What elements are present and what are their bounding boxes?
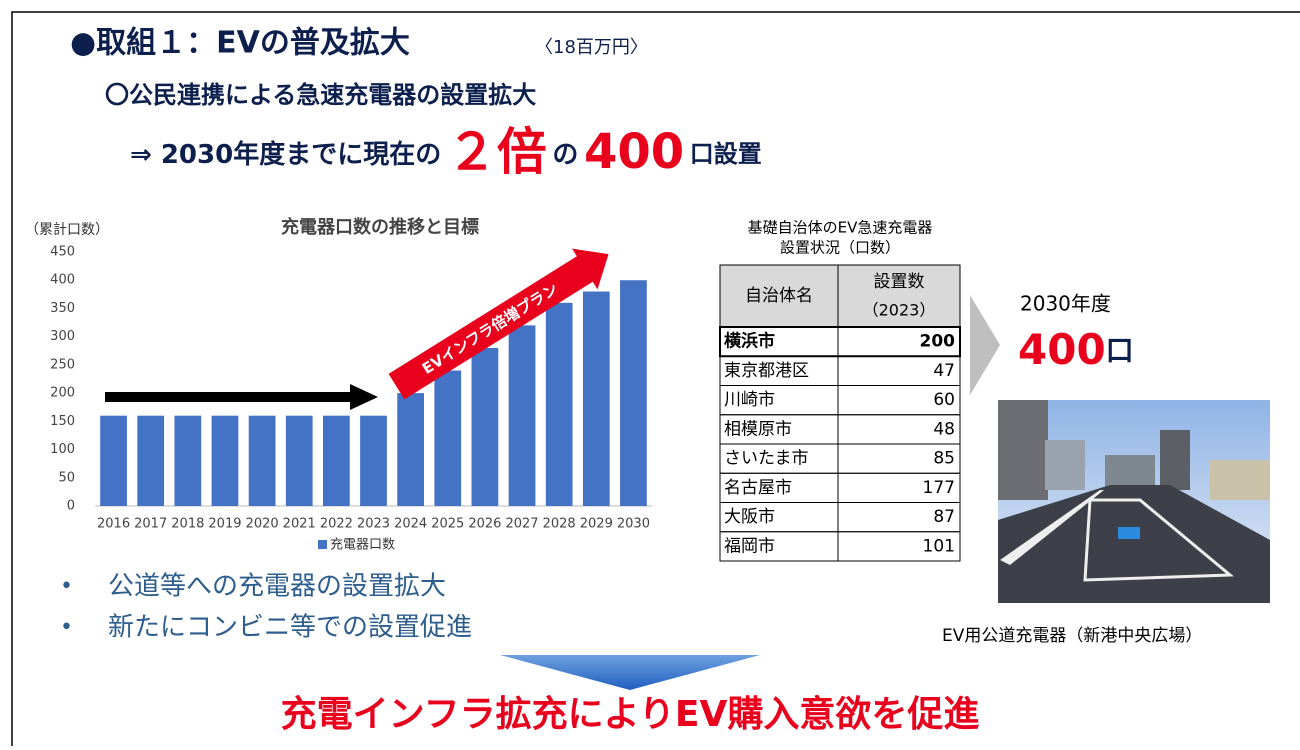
bar [322,415,350,506]
goal-unit: 口 [1106,334,1134,367]
y-tick-label: 250 [50,357,75,372]
y-tick-label: 450 [50,245,75,260]
table: 自治体名 設置数 （2023） 横浜市 200 東京都港区 47 川崎市 60 相模原市 48… [719,264,961,562]
bullet-dot: • [60,574,73,599]
y-tick-label: 0 [67,499,75,514]
y-tick-label: 100 [50,442,75,457]
table-cell: 福岡市 [724,536,775,556]
x-tick-label: 2030 [617,517,650,532]
target-unit: 口設置 [690,140,762,168]
bar [285,415,313,506]
table-cell: 200 [920,332,956,352]
table-header [719,264,961,328]
table-cell: 横浜市 [724,331,775,352]
x-tick-label: 2017 [134,517,167,532]
x-tick-label: 2025 [431,517,464,532]
bullet-dot: • [60,615,73,640]
bar [360,415,387,506]
bar [471,347,499,506]
bar [137,415,165,506]
chart-title: 充電器口数の推移と目標 [281,216,479,238]
x-tick-label: 2026 [468,517,501,532]
rise-arrow-shape [388,248,609,400]
x-tick-label: 2023 [357,517,390,532]
legend-label: 充電器口数 [330,537,395,553]
chevron [970,295,1000,395]
target-particle: の [552,140,578,170]
table-cell: 85 [933,449,955,469]
bar [248,415,276,506]
x-tick-label: 2028 [543,517,576,532]
y-tick-label: 350 [50,301,75,316]
budget: 〈18百万円〉 [535,37,648,58]
goal: 400口 [1018,325,1134,374]
photo [998,400,1270,603]
table-caption: 基礎自治体のEV急速充電器 [748,219,933,237]
y-tick-label: 400 [50,273,75,288]
bar [582,291,610,506]
bar [100,415,127,506]
table-cell: 60 [933,390,955,410]
target-number: 400 [584,124,684,180]
target-lead: ⇒ 2030年度までに現在の [130,139,441,170]
chart: 充電器口数の推移と目標 （累計口数） 0 50 100 150 200 250 300 350… [25,216,652,553]
table-header-cell: 自治体名 [745,286,813,306]
bar [620,280,647,506]
photo-caption: EV用公道充電器（新港中央広場） [942,626,1202,646]
table-cell: 相模原市 [724,419,792,439]
bar [174,415,202,506]
y-axis-label: （累計口数） [25,222,109,238]
bar [545,302,573,506]
down-arrow [500,655,760,690]
bullet: 新たにコンビニ等での設置促進 [108,613,472,643]
table-cell: 名古屋市 [724,478,792,498]
x-tick-label: 2029 [580,517,613,532]
table-row [719,531,961,562]
y-tick-label: 200 [50,386,75,401]
flat-arrow [105,384,378,410]
table-cell: 東京都港区 [724,361,809,381]
x-tick-label: 2018 [171,517,204,532]
y-tick-label: 300 [50,329,75,344]
subtitle: 〇公民連携による急速充電器の設置拡大 [105,81,536,109]
x-tick-label: 2020 [246,517,279,532]
x-tick-label: 2022 [320,517,353,532]
x-tick-label: 2024 [394,517,427,532]
table-cell: 川崎市 [724,390,775,410]
table-header-cell: 設置数 [874,272,925,292]
goal-year: 2030年度 [1020,292,1111,316]
table-cell: 177 [923,478,955,498]
table-caption: 設置状況（口数） [780,239,900,257]
x-tick-label: 2027 [505,517,538,532]
y-tick-label: 150 [50,414,75,429]
x-tick-label: 2019 [208,517,241,532]
x-tick-label: 2016 [97,517,130,532]
table-cell: 48 [933,419,955,439]
bar [508,325,536,506]
table-cell: 101 [923,536,955,556]
target-multiple: ２倍 [447,123,547,181]
bar [434,370,462,506]
bar [397,393,425,506]
bullet: 公道等への充電器の設置拡大 [108,572,446,602]
table-cell: さいたま市 [724,449,809,469]
target: ⇒ 2030年度までに現在の ２倍 の 400 口設置 [130,123,762,181]
title: ●取組１：EVの普及拡大 [70,26,410,61]
x-tick-label: 2021 [283,517,316,532]
table-cell: 87 [933,507,955,527]
bar [211,415,239,506]
table-header-cell: （2023） [863,301,936,320]
conclusion: 充電インフラ拡充によりEV購入意欲を促進 [281,694,980,735]
goal-number: 400 [1018,325,1106,374]
frame [11,11,1300,750]
legend-swatch [318,540,327,549]
table-cell: 大阪市 [724,507,775,527]
y-tick-label: 50 [58,470,75,485]
table-cell: 47 [933,361,955,381]
